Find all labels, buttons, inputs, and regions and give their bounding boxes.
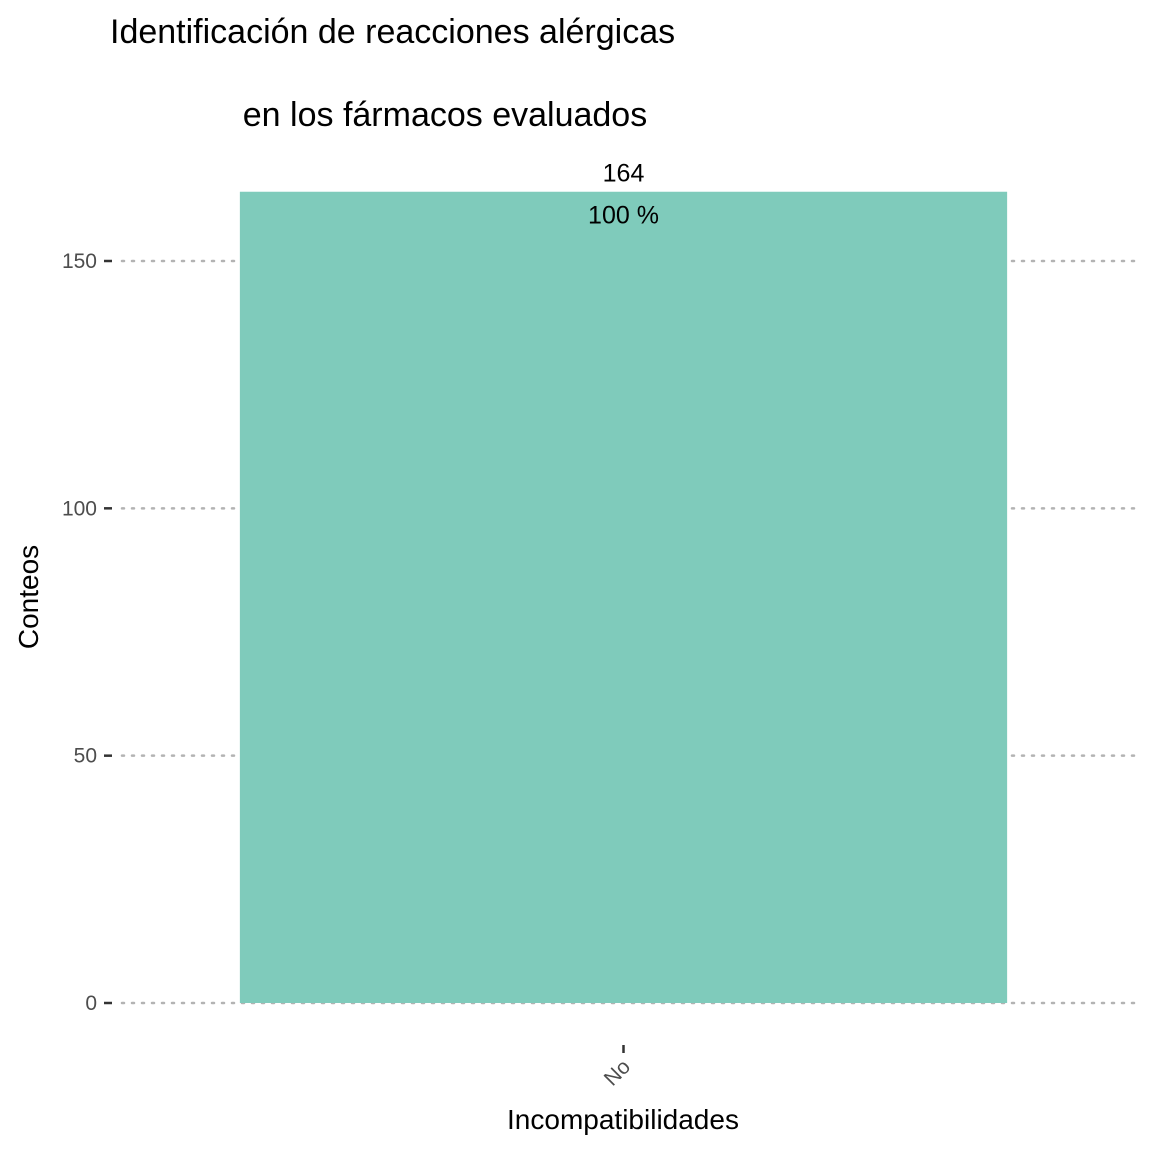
y-axis: 0 50 100 150 <box>62 250 112 1015</box>
y-tick-label-50: 50 <box>74 745 97 768</box>
x-tick-label-no: No <box>600 1055 635 1090</box>
y-axis-title: Conteos <box>13 545 44 649</box>
chart-title: Identificación de reacciones alérgicas e… <box>110 13 675 134</box>
y-tick-label-0: 0 <box>85 992 97 1015</box>
chart-title-line-1: Identificación de reacciones alérgicas <box>110 13 675 51</box>
y-tick-label-100: 100 <box>62 497 97 520</box>
bar-count-label: 164 <box>603 160 645 188</box>
bar-no <box>239 191 1008 1003</box>
chart-title-line-2: en los fármacos evaluados <box>243 96 647 134</box>
x-axis-title: Incompatibilidades <box>507 1104 739 1135</box>
bar-percent-label: 100 % <box>588 202 659 230</box>
x-axis: No <box>600 1045 635 1091</box>
y-tick-label-150: 150 <box>62 250 97 273</box>
bars: 164 100 % <box>239 160 1008 1003</box>
